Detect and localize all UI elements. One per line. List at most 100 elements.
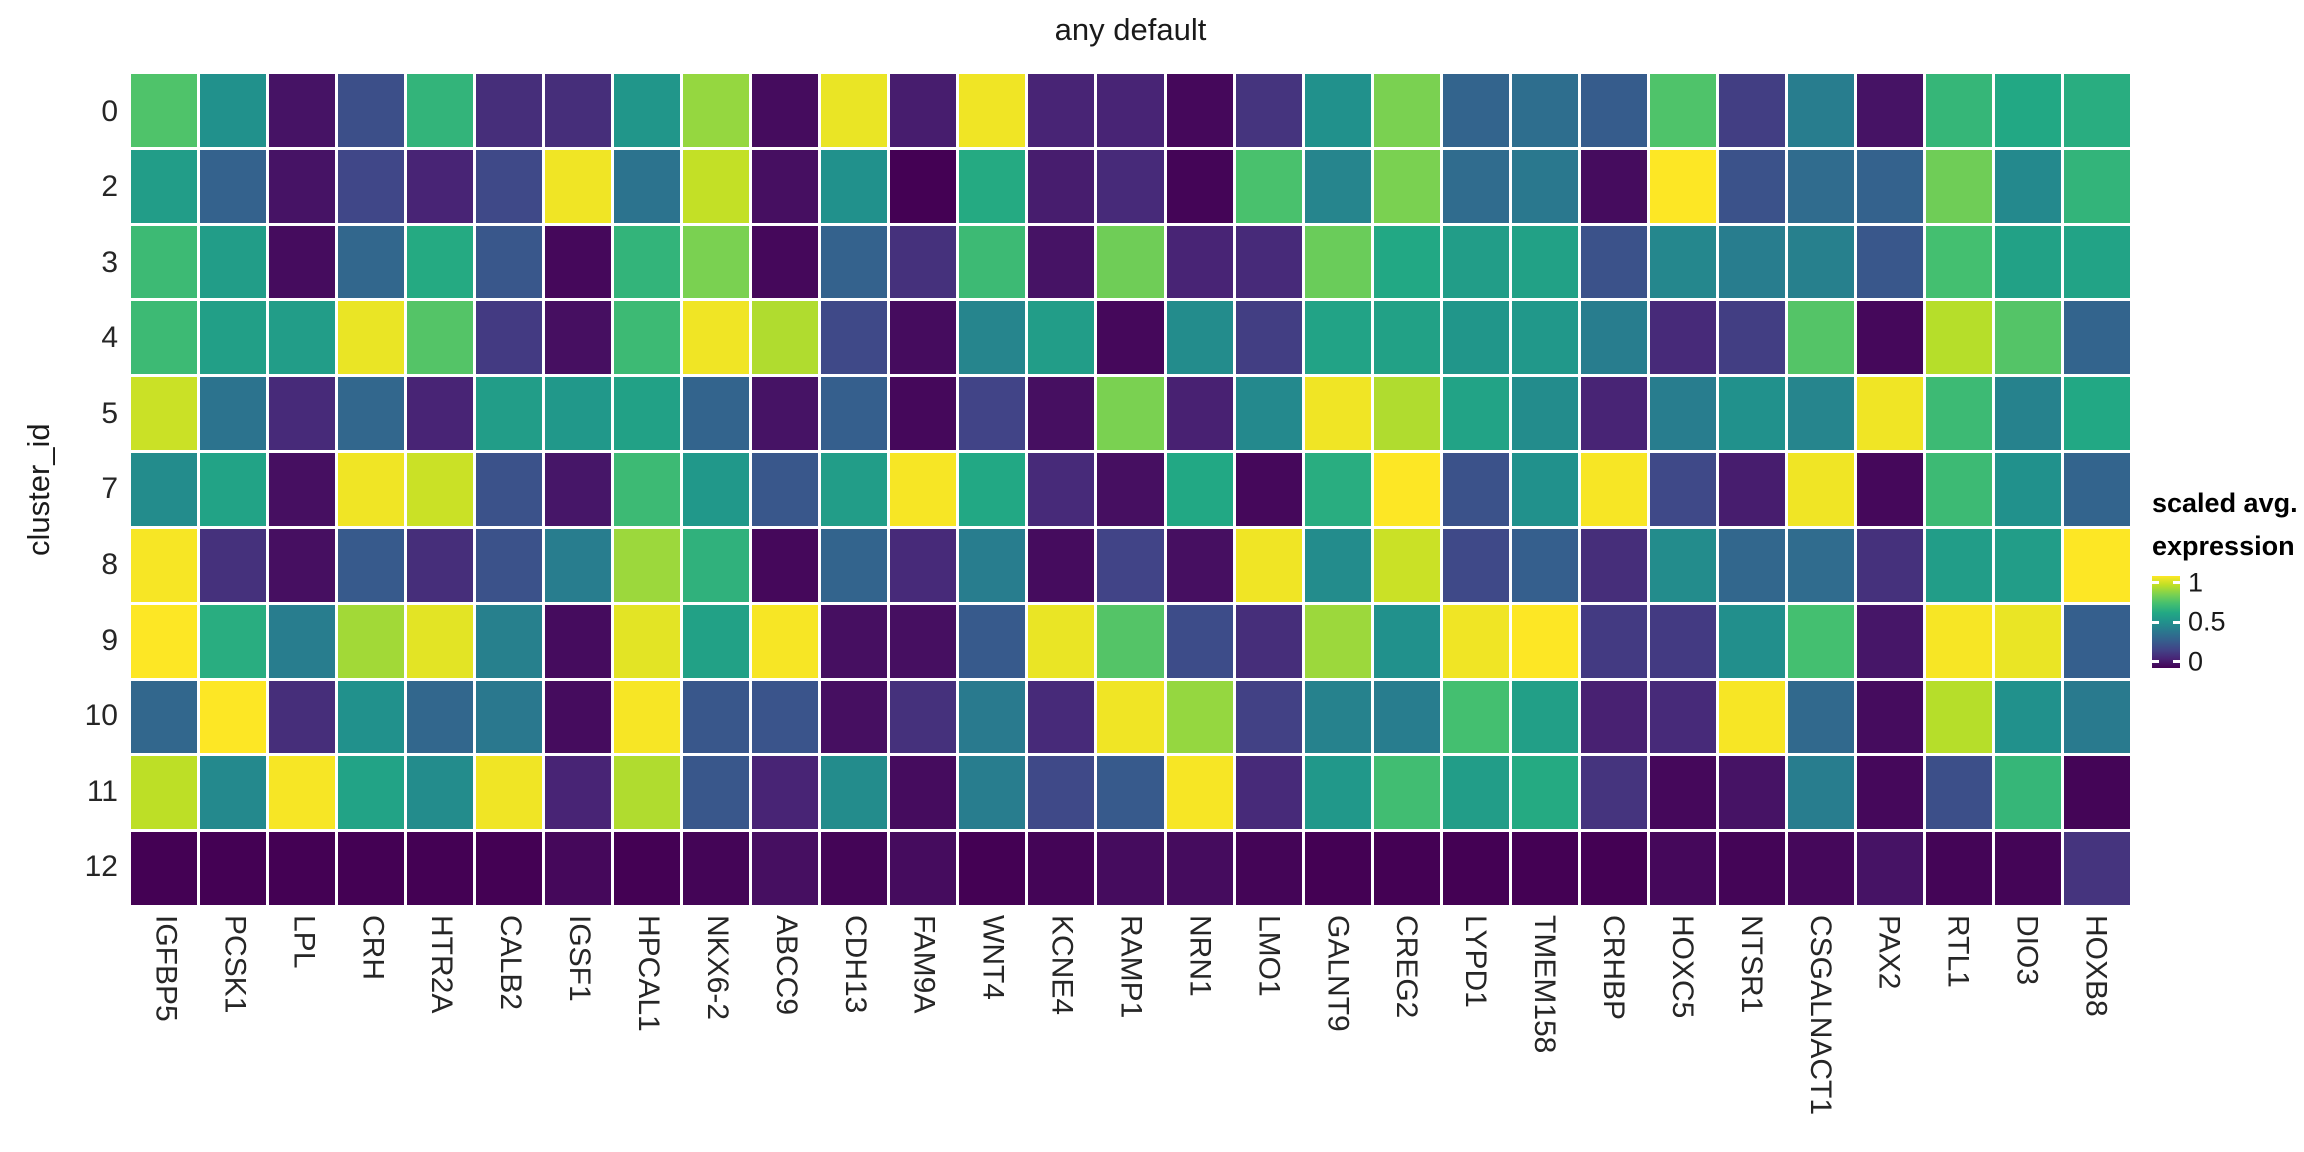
heatmap-cell bbox=[1028, 604, 1095, 678]
heatmap-cell bbox=[1442, 680, 1509, 754]
heatmap-cell bbox=[614, 149, 681, 223]
heatmap-cell bbox=[2063, 74, 2130, 147]
heatmap-cell bbox=[1580, 74, 1647, 147]
legend-tick-mark bbox=[2152, 581, 2159, 585]
heatmap-cell bbox=[1994, 453, 2061, 526]
heatmap-cell bbox=[269, 604, 336, 678]
heatmap-cell bbox=[959, 528, 1026, 602]
heatmap-cell bbox=[1580, 377, 1647, 451]
heatmap-cell bbox=[614, 301, 681, 375]
heatmap-cell bbox=[1580, 604, 1647, 678]
heatmap-cell bbox=[1925, 680, 1992, 754]
heatmap-cell bbox=[2063, 528, 2130, 602]
heatmap-cell bbox=[1994, 301, 2061, 375]
heatmap-cell bbox=[1097, 680, 1164, 754]
heatmap-cell bbox=[1925, 528, 1992, 602]
heatmap-cell bbox=[752, 225, 819, 299]
x-tick-label: CDH13 bbox=[838, 915, 872, 1014]
heatmap-cell bbox=[959, 149, 1026, 223]
heatmap-cell bbox=[131, 528, 198, 602]
heatmap-cell bbox=[1856, 377, 1923, 451]
heatmap-cell bbox=[338, 377, 405, 451]
heatmap-cell bbox=[545, 680, 612, 754]
x-tick-label: RAMP1 bbox=[1114, 915, 1148, 1019]
heatmap-cell bbox=[131, 225, 198, 299]
x-tick-label: LMO1 bbox=[1252, 915, 1286, 997]
x-tick-label: FAM9A bbox=[907, 915, 941, 1014]
heatmap-cell bbox=[545, 756, 612, 830]
heatmap-cell bbox=[1166, 377, 1233, 451]
heatmap-cell bbox=[1442, 756, 1509, 830]
heatmap-cell bbox=[1235, 301, 1302, 375]
heatmap-cell bbox=[338, 149, 405, 223]
heatmap-cell bbox=[1304, 680, 1371, 754]
heatmap-cell bbox=[1649, 149, 1716, 223]
x-tick-label: CALB2 bbox=[494, 915, 528, 1011]
heatmap-cell bbox=[200, 74, 267, 147]
heatmap-cell bbox=[821, 680, 888, 754]
x-tick-label: LPL bbox=[287, 915, 321, 969]
heatmap-cell bbox=[1580, 528, 1647, 602]
heatmap-cell bbox=[1028, 301, 1095, 375]
heatmap-cell bbox=[545, 74, 612, 147]
heatmap-cell bbox=[1028, 453, 1095, 526]
heatmap-cell bbox=[959, 680, 1026, 754]
heatmap-cell bbox=[407, 225, 474, 299]
heatmap-cell bbox=[683, 528, 750, 602]
heatmap-cell bbox=[1925, 604, 1992, 678]
heatmap-cell bbox=[1304, 149, 1371, 223]
heatmap-cell bbox=[959, 301, 1026, 375]
heatmap-cell bbox=[476, 604, 543, 678]
heatmap-cell bbox=[269, 377, 336, 451]
heatmap-cell bbox=[476, 756, 543, 830]
heatmap-cell bbox=[821, 453, 888, 526]
heatmap-cell bbox=[1304, 453, 1371, 526]
heatmap-cell bbox=[1787, 149, 1854, 223]
x-tick-label: ABCC9 bbox=[769, 915, 803, 1016]
heatmap-cell bbox=[1442, 604, 1509, 678]
heatmap-cell bbox=[1511, 301, 1578, 375]
heatmap-cell bbox=[1856, 453, 1923, 526]
legend-title-line2: expression bbox=[2152, 531, 2295, 562]
heatmap-cell bbox=[1994, 377, 2061, 451]
heatmap-cell bbox=[1235, 225, 1302, 299]
heatmap-cell bbox=[683, 604, 750, 678]
heatmap-cell bbox=[476, 74, 543, 147]
heatmap-cell bbox=[476, 149, 543, 223]
x-axis-labels: IGFBP5 PCSK1 LPL CRH HTR2A CALB2 IGSF1 HPCAL1 NK… bbox=[131, 915, 2130, 1145]
heatmap-cell bbox=[1304, 832, 1371, 905]
heatmap-cell bbox=[1511, 74, 1578, 147]
y-tick-label: 0 bbox=[101, 94, 118, 128]
heatmap-cell bbox=[338, 832, 405, 905]
heatmap-cell bbox=[752, 453, 819, 526]
heatmap-cell bbox=[269, 756, 336, 830]
heatmap-cell bbox=[1511, 149, 1578, 223]
heatmap-cell bbox=[1097, 149, 1164, 223]
heatmap-cell bbox=[1373, 528, 1440, 602]
heatmap-cell bbox=[1925, 74, 1992, 147]
heatmap-cell bbox=[1925, 832, 1992, 905]
heatmap-cell bbox=[1304, 604, 1371, 678]
heatmap-cell bbox=[1718, 604, 1785, 678]
heatmap-cell bbox=[269, 225, 336, 299]
heatmap-cell bbox=[1166, 301, 1233, 375]
heatmap-cell bbox=[1097, 301, 1164, 375]
heatmap-cell bbox=[1511, 680, 1578, 754]
heatmap-cell bbox=[752, 604, 819, 678]
heatmap-cell bbox=[1718, 756, 1785, 830]
heatmap-cell bbox=[200, 680, 267, 754]
heatmap-cell bbox=[1442, 453, 1509, 526]
heatmap-cell bbox=[1373, 756, 1440, 830]
x-tick-label: IGSF1 bbox=[563, 915, 597, 1002]
heatmap-cell bbox=[1511, 604, 1578, 678]
legend-title-line1: scaled avg. bbox=[2152, 488, 2298, 518]
heatmap-cell bbox=[1718, 149, 1785, 223]
heatmap-cell bbox=[476, 301, 543, 375]
heatmap-cell bbox=[1166, 74, 1233, 147]
y-tick-label: 8 bbox=[101, 548, 118, 582]
heatmap-grid bbox=[131, 74, 2130, 905]
heatmap-cell bbox=[1235, 74, 1302, 147]
heatmap-cell bbox=[1028, 680, 1095, 754]
heatmap-cell bbox=[890, 832, 957, 905]
heatmap-cell bbox=[1442, 149, 1509, 223]
